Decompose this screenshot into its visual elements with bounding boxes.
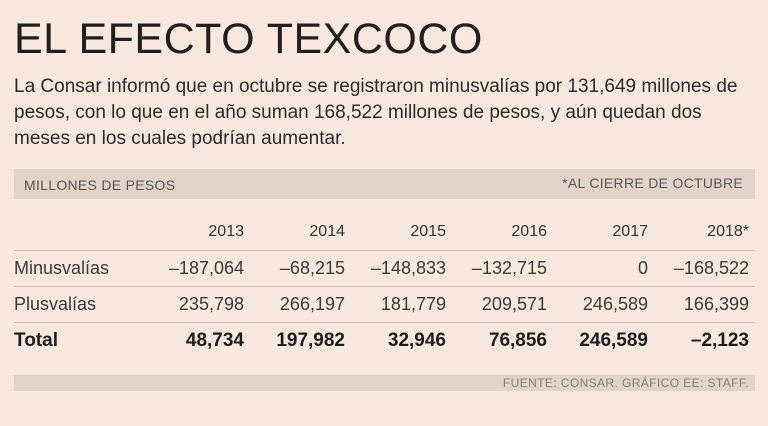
table-cell: 246,589	[553, 286, 654, 323]
note-label: *AL CIERRE DE OCTUBRE	[562, 175, 743, 191]
table-cell: 209,571	[452, 286, 553, 323]
table-cell: –148,833	[351, 250, 452, 287]
table-cell: –168,522	[654, 250, 755, 287]
column-header: 2015	[410, 223, 446, 240]
unit-band: MILLONES DE PESOS *AL CIERRE DE OCTUBRE	[14, 169, 755, 199]
unit-label: MILLONES DE PESOS	[24, 177, 176, 193]
table-cell: –68,215	[250, 250, 351, 287]
table-cell: 266,197	[250, 286, 351, 323]
table-cell: 76,856	[452, 322, 553, 358]
column-header: 2014	[309, 223, 345, 240]
table-cell: 235,798	[149, 286, 250, 323]
source-band: FUENTE: CONSAR. GRÁFICO EE: STAFF.	[14, 375, 755, 391]
intro-text: La Consar informó que en octubre se regi…	[14, 76, 738, 149]
page-title: EL EFECTO TEXCOCO	[14, 15, 483, 63]
table-cell: 166,399	[654, 286, 755, 323]
table-row-total: Total 48,734 197,982 32,946 76,856 246,5…	[14, 322, 755, 358]
table-row-minusvalias: Minusvalías –187,064 –68,215 –148,833 –1…	[14, 250, 755, 287]
data-table: 2013 2014 2015 2016 2017 2018* Minusvalí…	[14, 214, 755, 358]
table-cell: 246,589	[553, 322, 654, 358]
table-cell: 197,982	[250, 322, 351, 358]
header-row: 2013 2014 2015 2016 2017 2018*	[14, 214, 755, 251]
column-header: 2017	[612, 223, 648, 240]
header-blank	[14, 214, 149, 251]
table-cell: 181,779	[351, 286, 452, 323]
column-header: 2016	[511, 223, 547, 240]
table-cell: 32,946	[351, 322, 452, 358]
column-header: 2013	[208, 223, 244, 240]
row-label: Minusvalías	[14, 250, 149, 287]
table-cell: –187,064	[149, 250, 250, 287]
table-cell: –132,715	[452, 250, 553, 287]
row-label: Plusvalías	[14, 286, 149, 323]
table-cell: 0	[553, 250, 654, 287]
table-cell: 48,734	[149, 322, 250, 358]
row-label: Total	[14, 322, 149, 358]
table-row-plusvalias: Plusvalías 235,798 266,197 181,779 209,5…	[14, 286, 755, 323]
column-header: 2018*	[707, 223, 749, 240]
table-cell: –2,123	[654, 322, 755, 358]
source-label: FUENTE: CONSAR. GRÁFICO EE: STAFF.	[502, 376, 749, 390]
